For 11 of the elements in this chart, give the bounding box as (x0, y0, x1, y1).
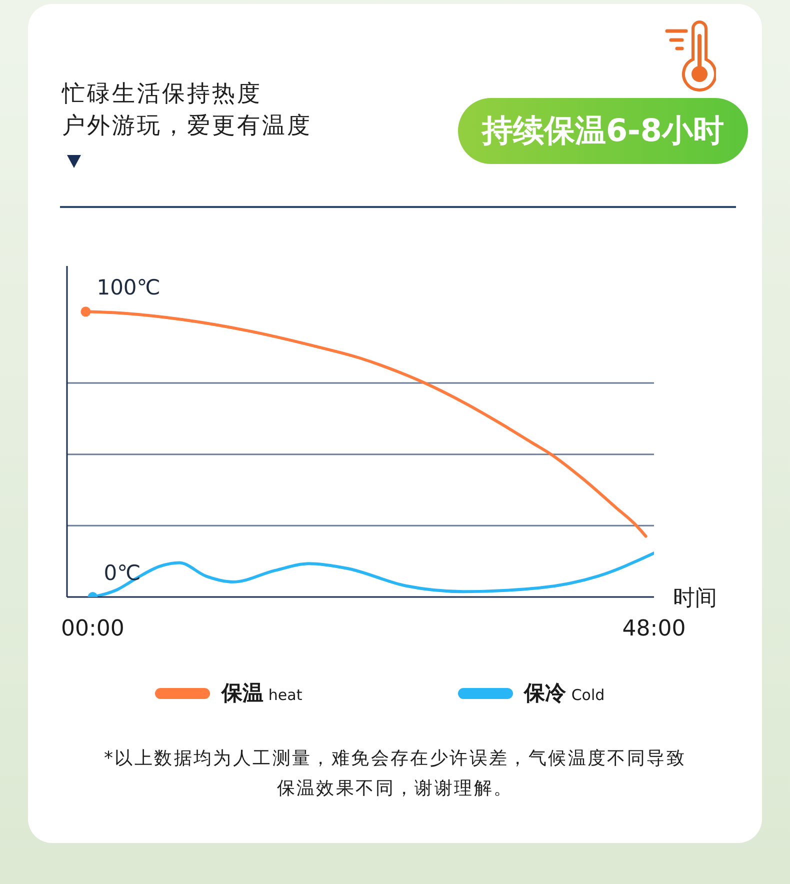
legend-label: 保温 heat (221, 681, 302, 705)
data-label: 0℃ (104, 561, 141, 585)
data-label: 100℃ (96, 276, 160, 300)
chart-title: 忙碌生活保持热度 (62, 80, 262, 108)
text: *以上数据均为人工测量，难免会存在少许误差，气候温度不同导致保温效果不同，谢谢理解。 (103, 747, 687, 801)
legend-label: 保冷 Cold (524, 681, 605, 705)
x-axis-title: 时间 (673, 586, 717, 610)
text: 持续保温6-8小时 (458, 98, 748, 164)
x-tick-label: 00:00 (61, 616, 124, 642)
chart-subtitle: 户外游玩，爱更有温度 (62, 112, 312, 140)
x-tick-label: 48:00 (622, 616, 686, 642)
